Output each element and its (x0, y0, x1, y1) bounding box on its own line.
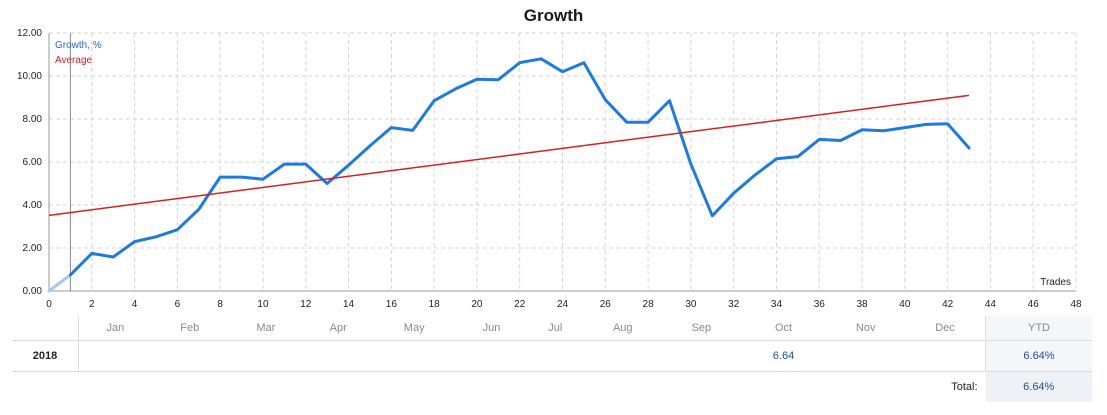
year-label: 2018 (12, 340, 79, 372)
x-tick-label: 28 (643, 299, 655, 310)
legend-growth: Growth, % (55, 40, 102, 51)
x-tick-label: 34 (771, 299, 783, 310)
month-value-apr (303, 340, 373, 372)
month-value-sep (662, 340, 741, 372)
total-row: Total: 6.64% (12, 371, 1092, 402)
x-tick-label: 12 (300, 299, 312, 310)
x-tick-label: 22 (514, 299, 526, 310)
month-header-jun: Jun (455, 316, 528, 341)
month-value-dec (904, 340, 986, 372)
month-value-nov (826, 340, 905, 372)
x-tick-label: 4 (132, 299, 138, 310)
month-header-nov: Nov (826, 316, 905, 341)
month-value-aug (583, 340, 663, 372)
month-header-apr: Apr (303, 316, 373, 341)
chart-title: Growth (523, 6, 584, 25)
x-tick-label: 24 (557, 299, 569, 310)
average-line (48, 94, 970, 217)
month-header-feb: Feb (151, 316, 228, 341)
x-tick-label: 0 (46, 299, 52, 310)
x-tick-label: 38 (856, 299, 868, 310)
growth-line-start-segment (47, 273, 72, 293)
month-value-jun (455, 340, 528, 372)
x-tick-label: 14 (343, 299, 355, 310)
month-header-mar: Mar (227, 316, 304, 341)
x-tick-label: 18 (429, 299, 441, 310)
ytd-value: 6.64% (985, 340, 1092, 372)
axes (48, 33, 1076, 292)
month-header-aug: Aug (583, 316, 663, 341)
month-value-may (372, 340, 456, 372)
total-label: Total: (951, 381, 978, 393)
month-value-jul (527, 340, 584, 372)
x-tick-label: 26 (600, 299, 612, 310)
x-tick-label: 30 (685, 299, 697, 310)
total-value: 6.64% (985, 371, 1092, 402)
x-tick-label: 2 (89, 299, 95, 310)
x-tick-label: 16 (386, 299, 398, 310)
growth-line (68, 57, 971, 277)
month-header-oct: Oct (740, 316, 827, 341)
month-value-jan (78, 340, 152, 372)
month-header-jan: Jan (78, 316, 152, 341)
y-tick-label: 2.00 (23, 243, 43, 254)
y-tick-label: 12.00 (17, 28, 42, 39)
month-value-oct[interactable]: 6.64 (740, 340, 827, 372)
x-tick-label: 46 (1028, 299, 1040, 310)
monthly-table: Jan Feb Mar Apr May Jun Jul Aug Sep Oct … (12, 316, 1092, 402)
month-header-sep: Sep (662, 316, 741, 341)
x-tick-label: 42 (942, 299, 954, 310)
y-tick-label: 0.00 (23, 286, 43, 297)
x-tick-label: 20 (471, 299, 483, 310)
month-header-dec: Dec (904, 316, 986, 341)
month-header-jul: Jul (527, 316, 584, 341)
series-lines (47, 57, 971, 293)
y-tick-label: 10.00 (17, 71, 42, 82)
month-value-feb (151, 340, 228, 372)
x-tick-label: 36 (814, 299, 826, 310)
x-tick-label: 48 (1070, 299, 1082, 310)
y-tick-label: 8.00 (23, 114, 43, 125)
y-tick-label: 6.00 (23, 157, 43, 168)
grid-lines (48, 32, 1077, 292)
ytd-header: YTD (985, 316, 1092, 341)
x-tick-label: 8 (217, 299, 223, 310)
x-tick-label: 6 (175, 299, 181, 310)
y-tick-label: 4.00 (23, 200, 43, 211)
year-header (12, 316, 79, 341)
x-tick-label: 44 (985, 299, 997, 310)
month-header-may: May (372, 316, 456, 341)
month-value-mar (227, 340, 304, 372)
legend-average: Average (55, 55, 93, 66)
x-tick-label: 40 (899, 299, 911, 310)
x-tick-label: 10 (257, 299, 269, 310)
x-axis-label: Trades (1040, 277, 1071, 288)
x-tick-label: 32 (728, 299, 740, 310)
year-row-2018: 2018 6.64 6.64% (12, 340, 1092, 372)
month-header-row: Jan Feb Mar Apr May Jun Jul Aug Sep Oct … (12, 316, 1092, 341)
